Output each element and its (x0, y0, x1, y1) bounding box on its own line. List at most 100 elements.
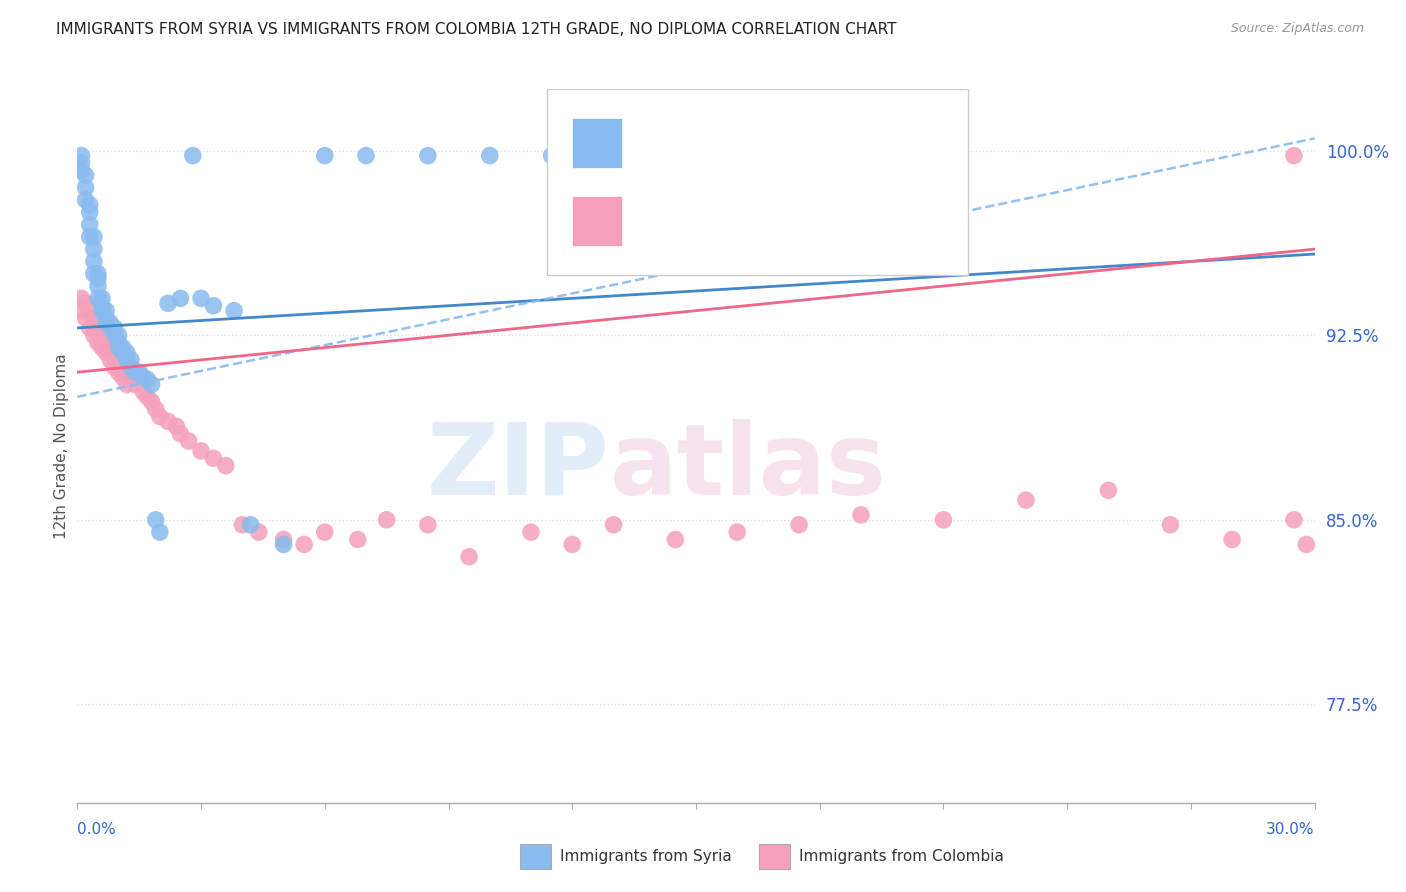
Text: R =  0.112   N = 61: R = 0.112 N = 61 (640, 130, 831, 148)
Text: 0.0%: 0.0% (77, 822, 117, 838)
Text: Source: ZipAtlas.com: Source: ZipAtlas.com (1230, 22, 1364, 36)
Text: Immigrants from Syria: Immigrants from Syria (560, 849, 731, 863)
Point (87, 267, 110, 281)
Text: IMMIGRANTS FROM SYRIA VS IMMIGRANTS FROM COLOMBIA 12TH GRADE, NO DIPLOMA CORRELA: IMMIGRANTS FROM SYRIA VS IMMIGRANTS FROM… (56, 22, 897, 37)
Point (128, 365, 150, 379)
Point (87, 291, 110, 305)
Point (1282, 148, 1305, 162)
Point (70, 303, 93, 318)
Point (87, 316, 110, 330)
Text: R =  0.244   N = 83: R = 0.244 N = 83 (640, 212, 831, 230)
Point (79, 303, 101, 318)
Point (787, 148, 810, 162)
Text: 83: 83 (876, 212, 900, 230)
Point (83, 230, 105, 244)
Point (115, 377, 138, 392)
Text: 30.0%: 30.0% (1267, 822, 1315, 838)
Point (478, 148, 501, 162)
Point (120, 352, 142, 367)
Point (190, 444, 212, 458)
Text: N =: N = (789, 212, 844, 230)
Point (1015, 493, 1038, 508)
Point (87, 335, 110, 350)
Point (849, 508, 872, 522)
Point (120, 365, 142, 379)
Point (79, 321, 101, 335)
Point (273, 533, 295, 547)
Point (96, 328, 118, 343)
Point (149, 525, 172, 540)
Point (103, 328, 125, 343)
Point (416, 148, 439, 162)
Point (87, 271, 110, 285)
Point (83, 311, 105, 326)
Text: 0.244: 0.244 (714, 212, 778, 230)
Point (725, 525, 748, 540)
Point (202, 299, 225, 313)
FancyBboxPatch shape (547, 89, 969, 275)
Point (292, 537, 315, 551)
Point (79, 218, 101, 232)
Point (103, 341, 125, 355)
Point (157, 296, 180, 310)
Point (136, 390, 159, 404)
Point (247, 525, 270, 540)
Text: N =: N = (789, 130, 844, 148)
Point (231, 517, 253, 532)
Point (181, 148, 204, 162)
Point (107, 335, 129, 350)
Point (136, 373, 159, 387)
Point (149, 409, 172, 424)
Point (111, 341, 134, 355)
Point (1159, 517, 1181, 532)
Point (169, 291, 191, 305)
Point (157, 414, 180, 428)
Point (177, 434, 200, 448)
Point (314, 148, 336, 162)
Point (98, 321, 121, 335)
Point (1097, 483, 1119, 498)
Point (115, 360, 138, 375)
Point (520, 525, 543, 540)
Point (87, 279, 110, 293)
Point (115, 352, 138, 367)
Point (75, 169, 97, 183)
Point (79, 205, 101, 219)
FancyBboxPatch shape (572, 196, 621, 246)
Point (111, 370, 134, 384)
Point (273, 537, 295, 551)
Text: ZIP: ZIP (426, 419, 609, 516)
Point (141, 377, 163, 392)
Point (891, 148, 914, 162)
Point (202, 451, 225, 466)
Point (91, 291, 114, 305)
Point (75, 311, 97, 326)
Point (96, 311, 118, 326)
Point (540, 148, 562, 162)
Text: atlas: atlas (609, 419, 886, 516)
Point (145, 402, 167, 417)
Point (98, 316, 121, 330)
Point (91, 303, 114, 318)
Point (132, 370, 155, 384)
Point (98, 352, 121, 367)
Point (132, 384, 155, 399)
Point (70, 148, 93, 162)
Point (124, 365, 146, 379)
Point (602, 148, 624, 162)
Point (314, 525, 336, 540)
Point (375, 513, 398, 527)
Point (124, 377, 146, 392)
Point (107, 328, 129, 343)
Point (70, 291, 93, 305)
Point (222, 303, 245, 318)
Point (75, 180, 97, 194)
Point (75, 193, 97, 207)
Point (932, 513, 955, 527)
Point (96, 303, 118, 318)
Text: 0.112: 0.112 (714, 130, 778, 148)
Point (103, 360, 125, 375)
Point (83, 242, 105, 256)
Point (83, 267, 105, 281)
Point (1220, 533, 1243, 547)
